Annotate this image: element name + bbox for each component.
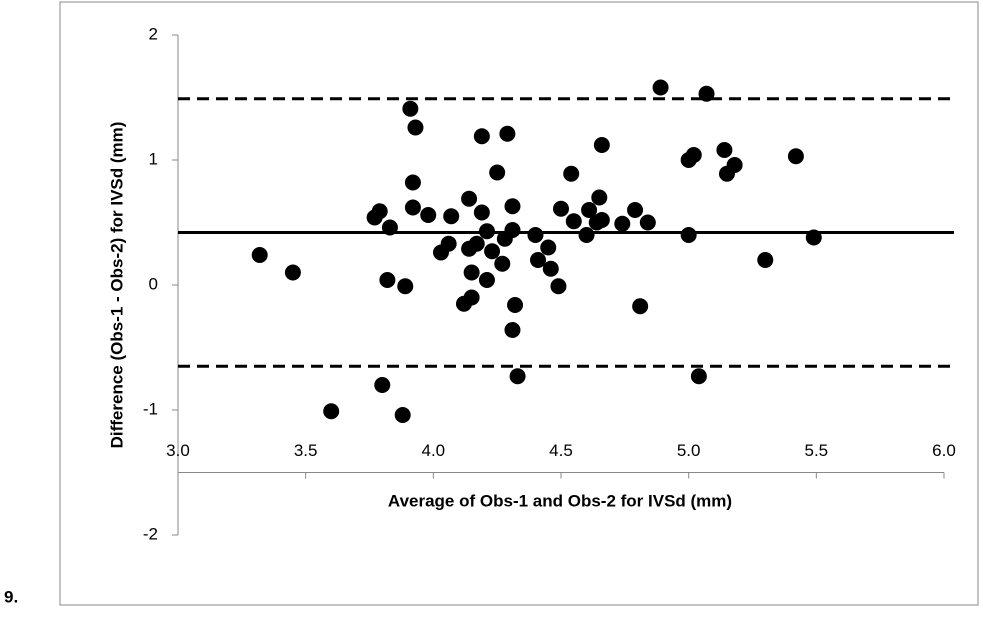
point [652,79,669,96]
point [397,278,414,295]
point [565,213,582,230]
point [530,252,547,268]
figure-label: 9. [4,587,18,606]
point [593,212,610,228]
point [473,204,490,221]
point [726,157,743,173]
point [394,407,411,423]
point [404,199,421,216]
y-axis-title: Difference (Obs-1 - Obs-2) for IVSd (mm) [107,122,126,449]
point [690,368,707,385]
point [468,235,485,252]
point [284,264,301,281]
x-tick-label: 3.0 [166,441,190,460]
point [685,147,702,163]
point [639,214,656,231]
point [504,322,521,338]
point [402,100,419,117]
y-tick-label: 0 [149,274,158,293]
point [805,229,822,246]
point [593,137,610,153]
point [787,148,804,165]
point [463,289,480,306]
point [542,260,559,277]
point [563,165,580,182]
point [478,272,495,288]
point [581,202,598,218]
point [420,207,437,223]
point [461,190,478,207]
y-tick-label: -2 [143,524,158,543]
point [494,255,511,272]
point [716,142,733,158]
point [527,227,544,243]
point [550,278,567,295]
y-tick-label: 2 [149,24,158,43]
point [404,174,421,191]
x-tick-label: 4.0 [422,441,446,460]
point [757,252,774,268]
x-axis-title: Average of Obs-1 and Obs-2 for IVSd (mm) [388,491,732,510]
point [484,243,501,260]
point [478,223,495,240]
point [374,377,391,393]
point [440,235,457,252]
point [578,227,595,243]
point [698,85,715,102]
x-tick-label: 5.5 [805,441,829,460]
point [407,119,424,136]
point [504,198,521,215]
x-tick-label: 4.5 [549,441,573,460]
point [371,203,388,220]
x-tick-label: 6.0 [932,441,956,460]
point [323,403,340,420]
point [251,247,268,263]
point [614,215,631,232]
point [473,128,490,145]
point [504,222,521,238]
point [499,125,516,142]
y-tick-label: -1 [143,399,158,418]
point [379,272,396,288]
point [489,164,506,181]
point [627,202,644,218]
point [509,368,526,385]
point [463,264,480,281]
chart-border [59,1,979,606]
point [540,239,557,256]
x-tick-label: 5.0 [677,441,701,460]
point [680,227,697,243]
x-tick-label: 3.5 [294,441,318,460]
point [443,208,460,225]
y-tick-label: 1 [149,149,158,168]
point [591,189,608,206]
point [381,219,398,236]
point [632,298,649,315]
point [553,200,569,217]
point [507,297,524,313]
